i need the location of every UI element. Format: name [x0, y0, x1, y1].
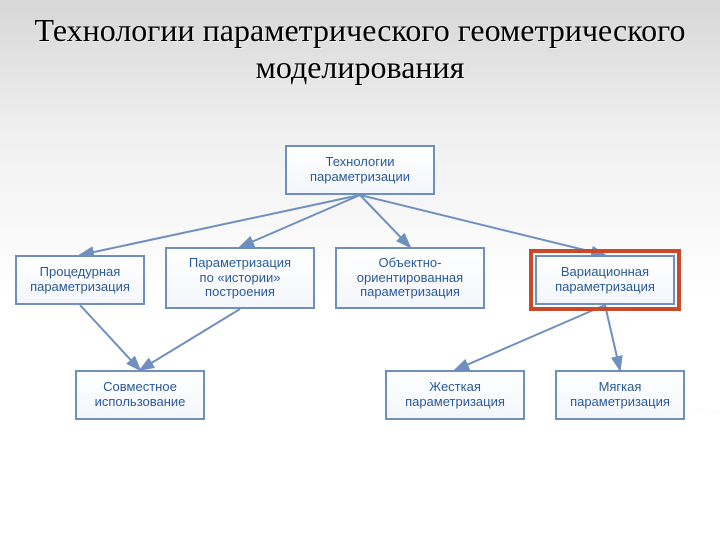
- node-label: параметризация: [405, 395, 505, 410]
- node-label: Технологии: [325, 155, 394, 170]
- page-title: Технологии параметрического геометрическ…: [0, 12, 720, 86]
- node-label: использование: [95, 395, 186, 410]
- edge: [360, 195, 605, 255]
- edge: [140, 309, 240, 370]
- highlight-frame: [529, 249, 681, 311]
- node-label: параметризация: [570, 395, 670, 410]
- node-label: Объектно-ориентированная: [343, 256, 477, 286]
- edge: [80, 195, 360, 255]
- node-label: параметризация: [30, 280, 130, 295]
- slide: Технологии параметрического геометрическ…: [0, 0, 720, 540]
- node-label: Совместное: [103, 380, 177, 395]
- node-label: по «истории» построения: [173, 271, 307, 301]
- node-label: параметризации: [310, 170, 410, 185]
- node-hard: Жесткаяпараметризация: [385, 370, 525, 420]
- edge: [455, 305, 605, 370]
- node-root: Технологиипараметризации: [285, 145, 435, 195]
- node-label: параметризация: [360, 285, 460, 300]
- node-hist: Параметризацияпо «истории» построения: [165, 247, 315, 309]
- node-label: Параметризация: [189, 256, 291, 271]
- node-oop: Объектно-ориентированнаяпараметризация: [335, 247, 485, 309]
- node-soft: Мягкаяпараметризация: [555, 370, 685, 420]
- node-label: Процедурная: [40, 265, 121, 280]
- node-label: Жесткая: [429, 380, 481, 395]
- edge: [80, 305, 140, 370]
- node-share: Совместноеиспользование: [75, 370, 205, 420]
- node-label: Мягкая: [599, 380, 642, 395]
- node-proc: Процедурнаяпараметризация: [15, 255, 145, 305]
- edge: [605, 305, 620, 370]
- edge: [240, 195, 360, 247]
- edge: [360, 195, 410, 247]
